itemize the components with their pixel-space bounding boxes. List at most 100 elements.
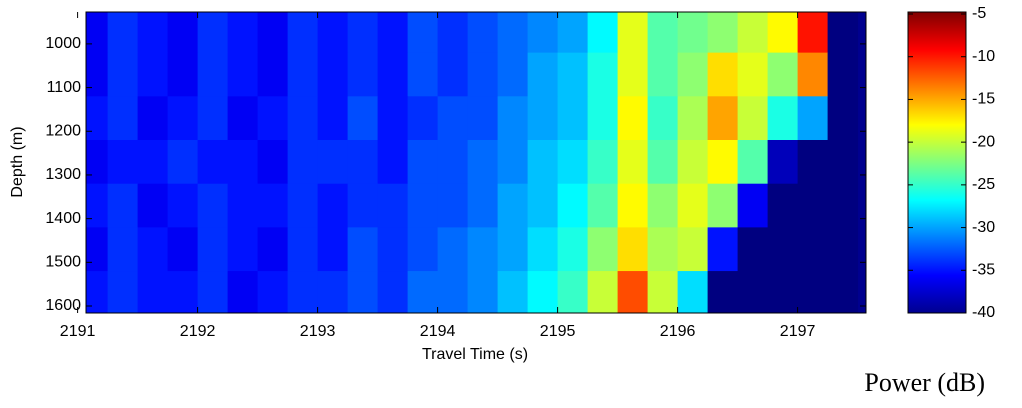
- heatmap-cell: [527, 271, 559, 313]
- heatmap-cell: [317, 271, 349, 313]
- heatmap-cell: [107, 271, 139, 313]
- heatmap-cell: [197, 271, 229, 313]
- heatmap-cell: [767, 183, 799, 228]
- y-tick-label: 1600: [45, 297, 81, 314]
- heatmap-cell: [197, 12, 229, 54]
- y-tick-label: 1000: [45, 35, 81, 52]
- heatmap-cell: [317, 227, 349, 272]
- heatmap-cell: [317, 52, 349, 97]
- heatmap: [86, 12, 859, 313]
- x-tick-label: 2193: [300, 323, 336, 340]
- colorbar: [907, 11, 967, 314]
- x-tick-label: 2196: [660, 323, 696, 340]
- x-tick-label: 2191: [60, 323, 96, 340]
- heatmap-cell: [707, 227, 739, 272]
- heatmap-cell: [86, 227, 109, 272]
- heatmap-cell: [827, 183, 859, 228]
- heatmap-cell: [257, 140, 289, 185]
- heatmap-cell: [647, 52, 679, 97]
- heatmap-cell: [137, 183, 169, 228]
- heatmap-cell: [287, 271, 319, 313]
- heatmap-cell: [827, 12, 859, 54]
- heatmap-cell: [347, 183, 379, 228]
- heatmap-cell: [827, 52, 859, 97]
- heatmap-cell: [557, 140, 589, 185]
- heatmap-cell: [137, 271, 169, 313]
- heatmap-cell: [767, 227, 799, 272]
- heatmap-cell: [197, 227, 229, 272]
- heatmap-cell: [737, 183, 769, 228]
- heatmap-cell: [827, 96, 859, 141]
- heatmap-cell: [107, 183, 139, 228]
- y-tick-label: 1400: [45, 210, 81, 227]
- heatmap-cell: [497, 96, 529, 141]
- heatmap-cell: [227, 271, 259, 313]
- y-tick-label: 1300: [45, 166, 81, 183]
- heatmap-cell: [257, 12, 289, 54]
- x-tick-label: 2192: [180, 323, 216, 340]
- y-tick-label: 1500: [45, 254, 81, 271]
- heatmap-cell: [137, 52, 169, 97]
- heatmap-cell: [377, 183, 409, 228]
- y-tick-label: 1100: [47, 79, 82, 96]
- heatmap-cell: [407, 12, 439, 54]
- heatmap-cell: [137, 227, 169, 272]
- heatmap-cell: [617, 140, 649, 185]
- heatmap-cell: [347, 271, 379, 313]
- heatmap-cell: [677, 140, 709, 185]
- heatmap-cell: [497, 12, 529, 54]
- heatmap-cell: [677, 96, 709, 141]
- heatmap-cell: [647, 271, 679, 313]
- heatmap-cell: [557, 271, 589, 313]
- heatmap-cell: [767, 52, 799, 97]
- heatmap-cell: [437, 12, 469, 54]
- heatmap-cell: [827, 271, 859, 313]
- heatmap-cell: [137, 140, 169, 185]
- heatmap-cell: [86, 183, 109, 228]
- heatmap-cell: [587, 140, 619, 185]
- heatmap-cell: [617, 227, 649, 272]
- heatmap-cell: [647, 183, 679, 228]
- heatmap-cell: [527, 12, 559, 54]
- heatmap-cell: [647, 140, 679, 185]
- heatmap-cell: [737, 271, 769, 313]
- heatmap-cell: [797, 12, 829, 54]
- heatmap-cell: [317, 183, 349, 228]
- heatmap-cell: [197, 183, 229, 228]
- heatmap-cell: [317, 140, 349, 185]
- heatmap-cell: [197, 96, 229, 141]
- heatmap-cell: [167, 140, 199, 185]
- heatmap-cell: [617, 12, 649, 54]
- heatmap-cell: [287, 12, 319, 54]
- heatmap-cell: [467, 12, 499, 54]
- colorbar-tick-label: -30: [972, 219, 995, 236]
- heatmap-cell: [647, 12, 679, 54]
- heatmap-cell: [227, 96, 259, 141]
- heatmap-cell: [227, 183, 259, 228]
- heatmap-cell: [737, 140, 769, 185]
- colorbar-label: Power (dB): [864, 368, 985, 397]
- heatmap-cell: [377, 140, 409, 185]
- heatmap-cell: [287, 140, 319, 185]
- heatmap-cell: [797, 183, 829, 228]
- heatmap-cell: [497, 52, 529, 97]
- colorbar-tick-label: -10: [972, 48, 995, 65]
- heatmap-cell: [287, 227, 319, 272]
- heatmap-cell: [467, 52, 499, 97]
- heatmap-cell: [227, 12, 259, 54]
- heatmap-cell: [587, 227, 619, 272]
- heatmap-cell: [167, 96, 199, 141]
- heatmap-cell: [347, 140, 379, 185]
- heatmap-cell: [137, 12, 169, 54]
- heatmap-cell: [287, 183, 319, 228]
- heatmap-cell: [587, 96, 619, 141]
- heatmap-cell: [407, 227, 439, 272]
- heatmap-cell: [707, 12, 739, 54]
- heatmap-cell: [257, 96, 289, 141]
- heatmap-cell: [227, 52, 259, 97]
- heatmap-cell: [107, 140, 139, 185]
- heatmap-cell: [767, 12, 799, 54]
- heatmap-cell: [377, 271, 409, 313]
- heatmap-cell: [347, 96, 379, 141]
